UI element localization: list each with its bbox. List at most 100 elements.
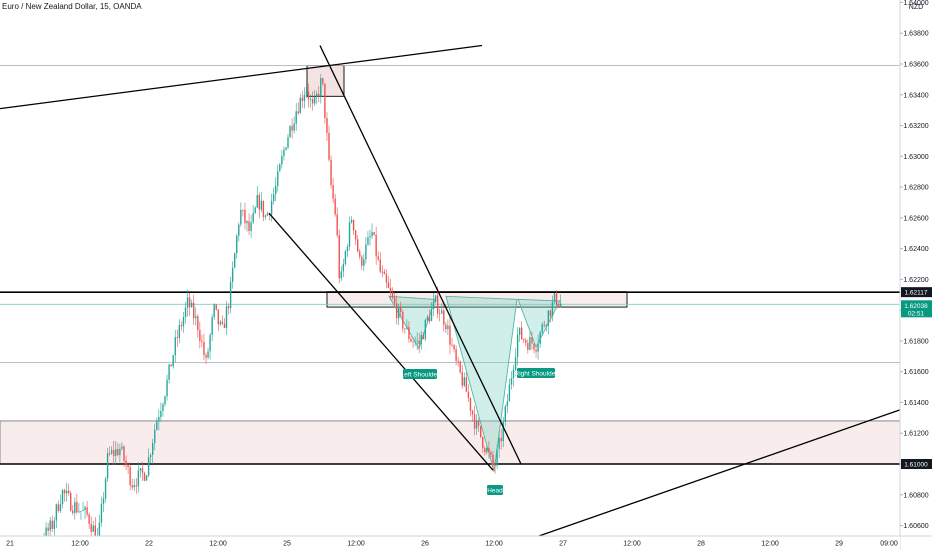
chart-title: Euro / New Zealand Dollar, 15, OANDA: [2, 2, 142, 11]
candle-body: [300, 98, 301, 113]
candle-body: [505, 406, 506, 422]
candle-body: [369, 236, 370, 237]
candle-body: [144, 473, 145, 481]
candle-body: [507, 401, 508, 406]
candle-body: [107, 453, 108, 479]
candle-body: [322, 78, 323, 83]
candle-body: [490, 452, 491, 455]
candle-body: [525, 340, 526, 343]
candle-body: [460, 361, 461, 372]
candle-body: [187, 297, 188, 307]
candle-body: [371, 232, 372, 236]
candle-body: [318, 94, 319, 96]
candle-body: [62, 490, 63, 504]
time-tick-label: 25: [283, 541, 291, 548]
candle-body: [263, 201, 264, 217]
candle-body: [166, 380, 167, 396]
candle-body: [542, 324, 543, 332]
candle-body: [250, 222, 251, 231]
price-tick-label: 1.62400: [903, 246, 928, 253]
candle-body: [205, 355, 206, 358]
trend-line[interactable]: [0, 46, 482, 109]
candle-body: [199, 330, 200, 341]
price-tick-label: 1.62800: [903, 185, 928, 192]
candle-body: [488, 448, 489, 452]
candle-body: [105, 479, 106, 499]
candle-body: [285, 148, 286, 150]
candle-body: [56, 504, 57, 520]
time-tick-label: 12:00: [347, 541, 365, 548]
candle-body: [84, 507, 85, 510]
candle-body: [132, 485, 133, 487]
price-tick-label: 1.61400: [903, 400, 928, 407]
candle-body: [86, 507, 87, 514]
candle-body: [242, 210, 243, 211]
price-tag-countdown: 02:51: [908, 310, 925, 317]
candle-body: [193, 303, 194, 318]
candle-body: [52, 521, 53, 529]
trend-line[interactable]: [320, 46, 521, 464]
candle-body: [175, 337, 176, 355]
candle-body: [306, 92, 307, 95]
candle-body: [58, 504, 59, 511]
candle-body: [558, 304, 559, 306]
candle-body: [218, 310, 219, 325]
pattern-label-head: Head: [487, 487, 503, 494]
candle-body: [109, 453, 110, 454]
candle-body: [429, 317, 430, 321]
candle-body: [546, 326, 547, 327]
candle-body: [261, 201, 262, 210]
price-tick-label: 1.60600: [903, 523, 928, 530]
candle-body: [121, 447, 122, 449]
candle-body: [511, 378, 512, 384]
candle-body: [246, 221, 247, 223]
candle-body: [404, 329, 405, 330]
candle-body: [281, 156, 282, 164]
candle-body: [240, 210, 241, 225]
candle-body: [400, 307, 401, 312]
candle-body: [394, 298, 395, 304]
candle-body: [291, 126, 292, 130]
candle-body: [230, 282, 231, 308]
candle-body: [232, 268, 233, 282]
candle-body: [152, 443, 153, 455]
time-tick-label: 12:00: [71, 541, 89, 548]
candle-body: [427, 317, 428, 320]
candle-body: [482, 437, 483, 448]
candle-body: [472, 411, 473, 414]
candle-body: [312, 99, 313, 103]
candle-body: [138, 471, 139, 487]
candle-body: [496, 449, 497, 466]
candle-body: [257, 195, 258, 208]
candle-body: [80, 511, 81, 512]
candle-body: [343, 264, 344, 271]
candle-body: [523, 339, 524, 340]
candle-body: [517, 335, 518, 357]
candle-body: [189, 297, 190, 307]
pattern-left-shoulder[interactable]: [389, 296, 435, 348]
candle-body: [88, 515, 89, 524]
time-tick-label: 12:00: [761, 541, 779, 548]
candle-body: [382, 272, 383, 273]
candle-body: [474, 414, 475, 428]
candle-body: [345, 251, 346, 264]
price-tick-label: 1.63600: [903, 62, 928, 69]
candle-body: [259, 195, 260, 210]
candle-body: [179, 325, 180, 338]
price-tick-label: 1.61200: [903, 431, 928, 438]
candle-body: [544, 324, 545, 325]
candle-body: [314, 97, 315, 104]
candle-body: [476, 420, 477, 428]
candle-body: [275, 186, 276, 194]
candle-body: [298, 111, 299, 113]
price-tag-label: 1.62117: [904, 290, 927, 297]
candle-body: [238, 225, 239, 236]
candle-body: [486, 448, 487, 452]
candle-body: [70, 493, 71, 511]
candle-body: [127, 465, 128, 467]
candle-body: [125, 461, 126, 466]
candle-body: [248, 221, 249, 231]
candle-body: [527, 343, 528, 350]
